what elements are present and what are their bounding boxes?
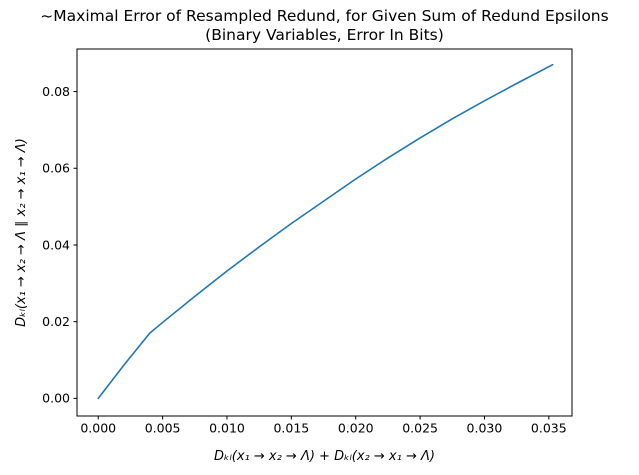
x-tick-label: 0.010 xyxy=(209,421,245,436)
y-tick-label: 0.06 xyxy=(42,161,70,176)
series-line xyxy=(97,63,554,400)
y-tick-label: 0.04 xyxy=(42,237,70,252)
x-tick-label: 0.035 xyxy=(531,421,567,436)
x-tick-label: 0.030 xyxy=(467,421,503,436)
y-tick-label: 0.02 xyxy=(42,314,70,329)
y-axis-ticks: 0.00 0.02 0.04 0.06 0.08 xyxy=(42,84,77,406)
y-axis-label: Dₖₗ(x₁ → x₂ → Λ ∥ x₂ → x₁ → Λ) xyxy=(14,138,29,327)
plot-frame xyxy=(76,48,573,417)
chart-title: ~Maximal Error of Resampled Redund, for … xyxy=(40,7,608,25)
y-tick-label: 0.00 xyxy=(42,391,70,406)
x-tick-label: 0.000 xyxy=(80,421,116,436)
x-axis-label: Dₖₗ(x₁ → x₂ → Λ) + Dₖₗ(x₂ → x₁ → Λ) xyxy=(214,449,435,464)
x-tick-label: 0.025 xyxy=(402,421,438,436)
x-tick-label: 0.020 xyxy=(338,421,374,436)
y-tick-label: 0.08 xyxy=(42,84,70,99)
chart-subtitle: (Binary Variables, Error In Bits) xyxy=(205,26,444,44)
x-tick-label: 0.015 xyxy=(273,421,309,436)
x-tick-label: 0.005 xyxy=(145,421,181,436)
x-axis-ticks: 0.000 0.005 0.010 0.015 0.020 0.025 0.030 0.035 xyxy=(80,416,567,436)
